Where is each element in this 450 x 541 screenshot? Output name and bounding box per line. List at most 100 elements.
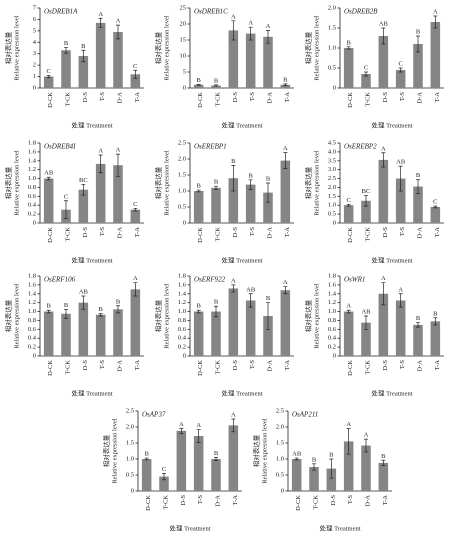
y-tick-label: 0.4 <box>28 202 37 209</box>
bar <box>361 445 371 491</box>
y-axis-label: Relative expression level <box>313 150 320 216</box>
y-tick-label: 1.8 <box>178 272 186 279</box>
bar <box>378 36 389 88</box>
x-tick-label: T-CK <box>364 360 371 375</box>
bar <box>343 311 354 356</box>
y-tick-label: 2.0 <box>126 423 134 430</box>
y-tick-label: 1.0 <box>328 44 336 51</box>
gene-title: OsDREB2B <box>344 8 378 16</box>
error-bar <box>64 308 68 319</box>
y-tick-label: 1.6 <box>178 281 187 288</box>
bar <box>361 74 371 88</box>
significance-letter: B <box>214 450 219 457</box>
x-tick-label: T-CK <box>64 92 71 107</box>
significance-letter: C <box>364 64 368 71</box>
error-bar <box>381 152 386 168</box>
bar <box>78 189 89 223</box>
y-tick-label: 0.6 <box>28 193 37 200</box>
y-tick-label: 0 <box>333 219 336 226</box>
bar <box>130 289 141 356</box>
y-tick-label: 5 <box>33 27 36 34</box>
x-tick-label: D-A <box>116 360 123 372</box>
y-tick-label: 1.8 <box>28 272 36 279</box>
x-axis-label: 处理 Treatment <box>221 255 262 264</box>
error-bar <box>98 312 103 317</box>
error-bar <box>364 71 368 77</box>
error-bar <box>416 322 420 328</box>
y-tick-label: 0 <box>33 84 36 91</box>
x-tick-label: T-A <box>134 360 141 371</box>
panel: 00.2 0.4 0.6 0.8 1.0 1.2 1.4 1.6 1.8 相对表达量 Relativ… <box>3 139 144 264</box>
y-tick-label: 1.0 <box>328 308 336 315</box>
x-tick-label: T-CK <box>364 92 371 107</box>
x-tick-label: T-A <box>284 92 291 103</box>
significance-letter: AB <box>361 308 371 315</box>
significance-letter: B <box>283 76 288 83</box>
x-tick-label: T-A <box>382 495 389 506</box>
significance-letter: A <box>196 422 201 429</box>
significance-letter: B <box>196 77 201 84</box>
error-bar <box>329 458 334 479</box>
y-tick-label: 0 <box>33 219 36 226</box>
y-tick-label: 3.0 <box>328 166 336 173</box>
bar <box>228 30 239 88</box>
y-tick-label: 2 <box>33 62 36 69</box>
y-axis-label: 相对表达量 <box>3 166 12 199</box>
error-bar <box>312 463 316 471</box>
bar <box>413 324 423 356</box>
error-bar <box>346 309 351 314</box>
y-tick-label: 0 <box>281 487 284 494</box>
y-tick-label: 0 <box>131 487 134 494</box>
x-tick-label: D-S <box>382 227 389 238</box>
significance-letter: B <box>231 158 236 165</box>
error-bar <box>248 179 253 190</box>
gene-title: OsERF106 <box>44 276 76 284</box>
x-tick-label: T-A <box>434 92 441 103</box>
x-tick-label: T-S <box>399 227 406 237</box>
x-tick-label: D-S <box>382 92 389 103</box>
y-tick-label: 0.5 <box>178 203 186 210</box>
error-bar <box>133 282 138 297</box>
y-axis-label: 相对表达量 <box>153 31 162 64</box>
significance-letter: B <box>266 175 271 182</box>
x-tick-label: D-A <box>416 92 423 104</box>
x-tick-label: D-S <box>82 92 89 103</box>
significance-letter: C <box>433 199 437 206</box>
bar <box>159 476 169 491</box>
x-tick-label: D-CK <box>347 227 354 243</box>
x-tick-label: D-A <box>266 360 273 372</box>
error-bar <box>196 84 201 86</box>
y-tick-label: 0.8 <box>28 184 36 191</box>
y-axis-label: Relative expression level <box>111 418 118 484</box>
y-tick-label: 1.6 <box>328 281 337 288</box>
error-bar <box>364 315 368 330</box>
significance-letter: A <box>179 421 184 428</box>
y-tick-label: 10 <box>180 52 187 59</box>
panel: 0 0.5 1.0 1.5 2.0 2.5 相对表达量 Relative expression… <box>101 407 242 532</box>
significance-letter: A <box>231 411 236 418</box>
y-tick-label: 2.0 <box>276 423 284 430</box>
y-tick-label: 0.2 <box>28 344 36 351</box>
x-tick-label: D-S <box>180 495 187 506</box>
significance-letter: A <box>133 275 138 282</box>
gene-title: OsDREB1C <box>194 8 228 16</box>
error-bar <box>294 457 299 461</box>
significance-letter: A <box>398 286 403 293</box>
bar <box>378 293 389 356</box>
x-tick-label: D-S <box>232 227 239 238</box>
significance-letter: C <box>162 466 166 473</box>
y-tick-label: 1.8 <box>28 139 36 146</box>
panel: 0 1 2 3 4 5 6 7 相对表达量 Relative expression level 处理… <box>3 4 144 129</box>
significance-letter: B <box>64 302 69 309</box>
y-axis-label: Relative expression level <box>163 150 170 216</box>
bar <box>193 435 204 491</box>
y-axis-label: 相对表达量 <box>303 31 312 64</box>
bar <box>378 159 389 223</box>
bar <box>245 33 256 88</box>
x-tick-label: T-S <box>249 360 256 370</box>
x-axis-label: 处理 Treatment <box>221 120 262 129</box>
bar <box>291 459 302 491</box>
bar <box>43 178 54 223</box>
panel: 00.2 0.4 0.6 0.8 1.0 1.2 1.4 1.6 1.8 相对表达量 Relativ… <box>153 272 294 397</box>
bar <box>78 302 89 356</box>
